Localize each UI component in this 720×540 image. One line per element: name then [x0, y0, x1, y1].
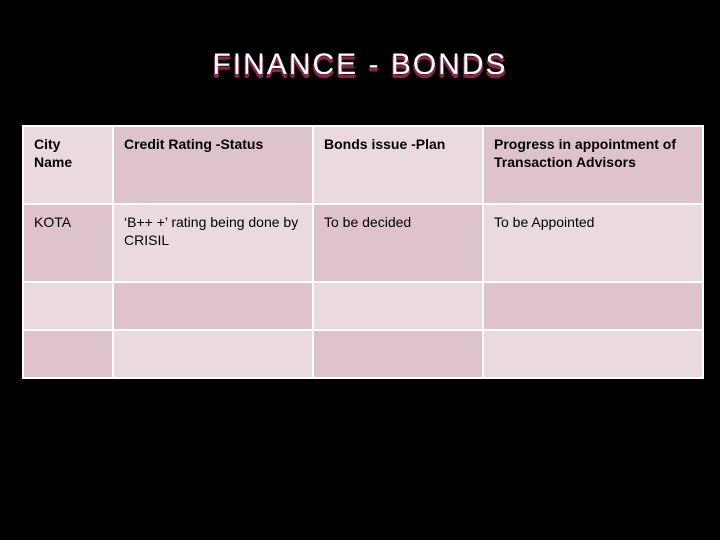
col-header-progress: Progress in appointment of Transaction A… — [483, 126, 703, 204]
table-row — [23, 282, 703, 330]
cell-rating — [113, 282, 313, 330]
cell-city — [23, 282, 113, 330]
cell-bonds — [313, 282, 483, 330]
cell-bonds: To be decided — [313, 204, 483, 282]
cell-city — [23, 330, 113, 378]
cell-bonds — [313, 330, 483, 378]
cell-progress — [483, 282, 703, 330]
cell-progress: To be Appointed — [483, 204, 703, 282]
cell-rating — [113, 330, 313, 378]
col-header-rating: Credit Rating -Status — [113, 126, 313, 204]
slide-title: FINANCE - BONDS — [0, 48, 720, 82]
table-header-row: City Name Credit Rating -Status Bonds is… — [23, 126, 703, 204]
cell-city: KOTA — [23, 204, 113, 282]
table-row — [23, 330, 703, 378]
finance-bonds-table: City Name Credit Rating -Status Bonds is… — [22, 125, 702, 379]
cell-rating: ‘B++ +’ rating being done by CRISIL — [113, 204, 313, 282]
col-header-bonds: Bonds issue -Plan — [313, 126, 483, 204]
col-header-city: City Name — [23, 126, 113, 204]
table: City Name Credit Rating -Status Bonds is… — [22, 125, 704, 379]
cell-progress — [483, 330, 703, 378]
table-row: KOTA ‘B++ +’ rating being done by CRISIL… — [23, 204, 703, 282]
